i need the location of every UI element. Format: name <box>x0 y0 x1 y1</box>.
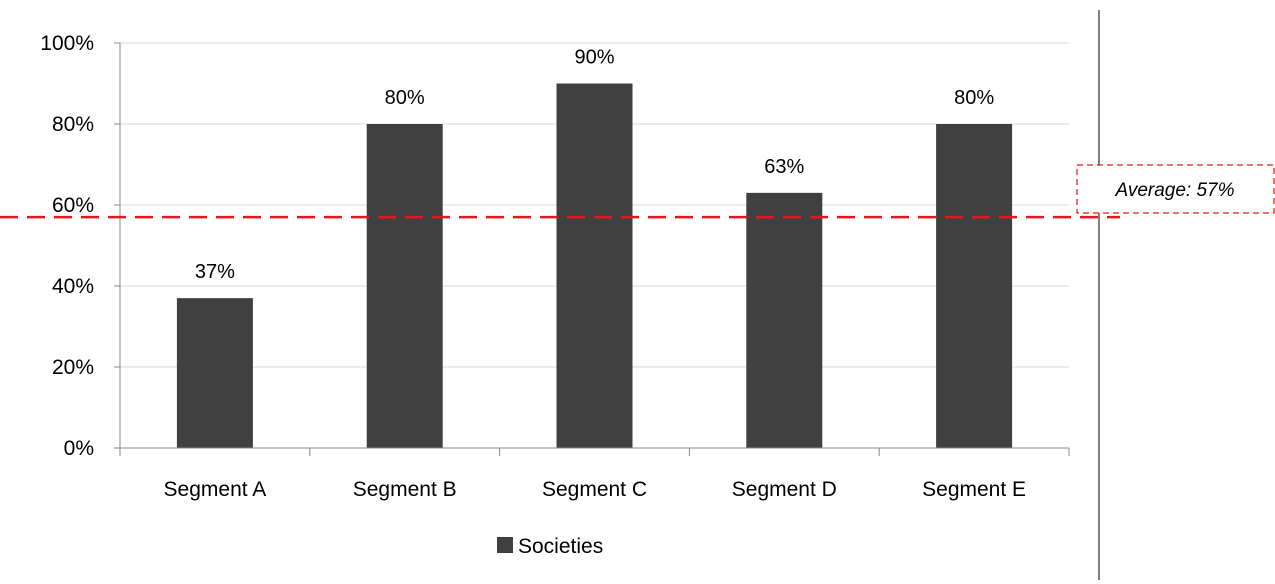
bar <box>556 83 633 448</box>
y-tick-label: 20% <box>52 356 94 379</box>
y-tick-label: 60% <box>52 194 94 217</box>
x-tick-label: Segment D <box>732 478 837 501</box>
data-label: 80% <box>954 87 994 109</box>
y-tick-label: 100% <box>40 32 94 55</box>
bar <box>176 298 253 448</box>
bars <box>176 83 1013 448</box>
legend-swatch-societies <box>497 537 513 553</box>
data-label: 63% <box>764 156 804 178</box>
x-tick-label: Segment A <box>164 478 267 501</box>
legend-label-societies: Societies <box>518 535 603 558</box>
bar <box>746 192 823 448</box>
y-tick-label: 0% <box>64 437 94 460</box>
y-axis-ticks: 0% 20% 40% 60% 80% 100% <box>40 32 121 460</box>
x-tick-label: Segment B <box>353 478 457 501</box>
average-label: Average: 57% <box>1114 180 1234 201</box>
x-tick-label: Segment C <box>542 478 647 501</box>
data-label: 90% <box>574 47 614 69</box>
average-annotation: Average: 57% <box>1076 164 1275 214</box>
data-labels: 37% 80% 90% 63% 80% <box>195 47 994 284</box>
x-tick-label: Segment E <box>922 478 1026 501</box>
data-label: 80% <box>385 87 425 109</box>
y-tick-label: 40% <box>52 275 94 298</box>
data-label: 37% <box>195 261 235 283</box>
x-axis: Segment A Segment B Segment C Segment D Segm… <box>119 447 1070 501</box>
legend: Societies <box>497 535 603 558</box>
bar <box>936 124 1013 448</box>
bar <box>366 124 443 448</box>
y-tick-label: 80% <box>52 113 94 136</box>
average-annotation-box <box>1076 164 1275 214</box>
